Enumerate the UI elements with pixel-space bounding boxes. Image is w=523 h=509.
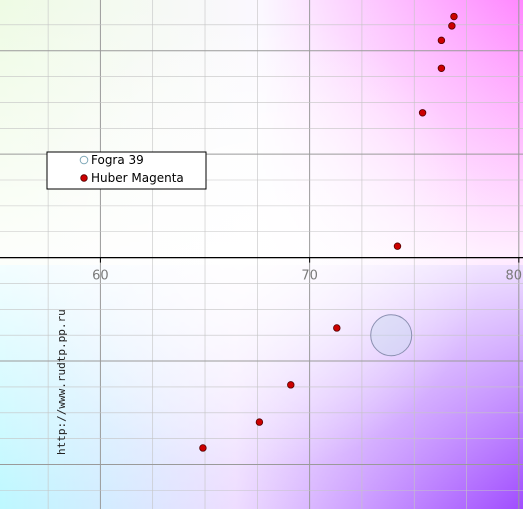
x-tick-label: 80 [505, 269, 522, 284]
watermark-url: http://www.rudtp.pp.ru [55, 309, 68, 455]
x-tick-label: 60 [92, 269, 109, 284]
huber-magenta-point [448, 22, 456, 30]
huber-magenta-point [393, 242, 402, 250]
huber-magenta-point [333, 324, 341, 332]
x-tick-label: 70 [301, 269, 318, 284]
axes [0, 257, 523, 263]
huber-magenta-point [418, 109, 427, 117]
legend-label-huber-magenta: Huber Magenta [91, 171, 184, 185]
huber-magenta-point [450, 12, 458, 21]
fogra39-point [370, 314, 413, 357]
huber-magenta-point [287, 381, 295, 389]
huber-magenta-point [437, 64, 446, 72]
x-tick-labels: 60 70 80 [92, 269, 522, 284]
legend: Fogra 39 Huber Magenta [46, 151, 207, 190]
legend-marker-fogra39 [79, 155, 89, 165]
data-points [199, 12, 458, 452]
huber-magenta-point [437, 36, 446, 45]
legend-box [46, 151, 207, 190]
huber-magenta-point [199, 444, 207, 452]
huber-magenta-point [255, 418, 264, 426]
legend-label-fogra39: Fogra 39 [91, 153, 144, 167]
legend-marker-huber-magenta [80, 174, 88, 182]
